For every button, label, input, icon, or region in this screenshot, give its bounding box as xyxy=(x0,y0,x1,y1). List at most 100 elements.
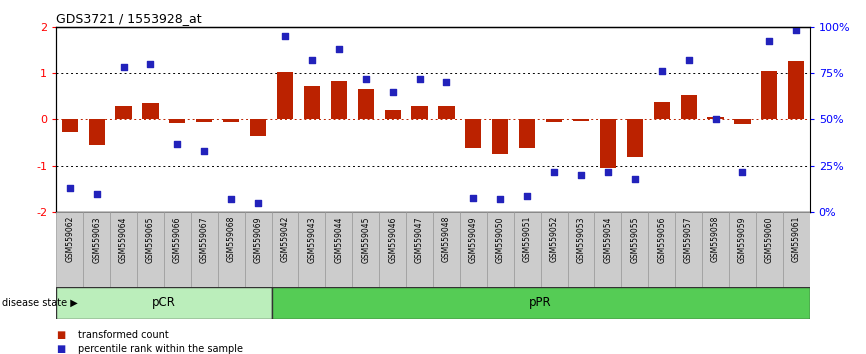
Point xyxy=(655,68,669,74)
Point xyxy=(412,76,426,81)
Bar xyxy=(702,212,729,287)
Text: GSM559045: GSM559045 xyxy=(361,216,371,263)
Bar xyxy=(385,110,401,120)
Bar xyxy=(142,103,158,120)
Text: GSM559066: GSM559066 xyxy=(173,216,182,263)
Point xyxy=(789,28,803,33)
Bar xyxy=(352,212,379,287)
Point xyxy=(440,80,454,85)
Text: GSM559063: GSM559063 xyxy=(92,216,101,263)
Bar xyxy=(191,212,217,287)
Bar xyxy=(756,212,783,287)
Bar xyxy=(729,212,756,287)
Bar xyxy=(250,120,266,136)
Text: GSM559051: GSM559051 xyxy=(523,216,532,263)
Bar xyxy=(379,212,406,287)
Point xyxy=(385,89,399,95)
Bar xyxy=(681,95,697,120)
Text: pCR: pCR xyxy=(152,296,176,309)
Bar xyxy=(115,107,132,120)
Bar xyxy=(217,212,245,287)
Bar xyxy=(734,120,751,124)
Bar xyxy=(223,120,239,122)
Point xyxy=(63,185,77,191)
Bar xyxy=(331,81,347,120)
Text: GSM559043: GSM559043 xyxy=(307,216,316,263)
Bar xyxy=(649,212,675,287)
Text: GSM559042: GSM559042 xyxy=(281,216,289,263)
Bar xyxy=(411,107,428,120)
Bar xyxy=(627,120,643,157)
Bar xyxy=(197,120,212,122)
Text: GSM559048: GSM559048 xyxy=(442,216,451,263)
Point xyxy=(359,76,372,81)
Bar xyxy=(594,212,621,287)
Point xyxy=(708,117,722,122)
Text: pPR: pPR xyxy=(529,296,552,309)
Text: GSM559055: GSM559055 xyxy=(630,216,639,263)
Bar xyxy=(56,212,83,287)
Text: GSM559065: GSM559065 xyxy=(146,216,155,263)
Point xyxy=(144,61,158,67)
Bar xyxy=(406,212,433,287)
Point xyxy=(171,141,184,147)
Bar xyxy=(788,61,805,120)
Text: GDS3721 / 1553928_at: GDS3721 / 1553928_at xyxy=(56,12,202,25)
Text: GSM559044: GSM559044 xyxy=(334,216,343,263)
Text: GSM559047: GSM559047 xyxy=(415,216,424,263)
Bar xyxy=(61,120,78,132)
Text: GSM559050: GSM559050 xyxy=(495,216,505,263)
Text: GSM559046: GSM559046 xyxy=(388,216,397,263)
Point xyxy=(494,196,507,202)
Point xyxy=(90,191,104,197)
Text: ■: ■ xyxy=(56,330,66,339)
Bar xyxy=(567,212,594,287)
Bar xyxy=(56,287,272,319)
Point xyxy=(735,169,749,175)
Text: GSM559052: GSM559052 xyxy=(550,216,559,263)
Bar xyxy=(465,120,481,148)
Bar xyxy=(164,212,191,287)
Point xyxy=(332,46,346,52)
Text: GSM559059: GSM559059 xyxy=(738,216,747,263)
Bar xyxy=(514,212,540,287)
Text: GSM559058: GSM559058 xyxy=(711,216,720,263)
Text: GSM559062: GSM559062 xyxy=(65,216,74,263)
Text: GSM559057: GSM559057 xyxy=(684,216,693,263)
Bar xyxy=(433,212,460,287)
Text: GSM559054: GSM559054 xyxy=(604,216,612,263)
Point xyxy=(547,169,561,175)
Point xyxy=(762,39,776,44)
Text: transformed count: transformed count xyxy=(78,330,169,339)
Point xyxy=(305,57,319,63)
Point xyxy=(224,196,238,202)
Point xyxy=(278,33,292,39)
Bar xyxy=(299,212,326,287)
Text: percentile rank within the sample: percentile rank within the sample xyxy=(78,344,243,354)
Text: disease state ▶: disease state ▶ xyxy=(2,298,77,308)
Bar xyxy=(272,287,810,319)
Bar xyxy=(245,212,272,287)
Bar xyxy=(519,120,535,148)
Bar xyxy=(492,120,508,154)
Bar xyxy=(88,120,105,145)
Point xyxy=(520,193,534,199)
Bar xyxy=(622,212,649,287)
Text: GSM559049: GSM559049 xyxy=(469,216,478,263)
Bar xyxy=(326,212,352,287)
Text: GSM559053: GSM559053 xyxy=(577,216,585,263)
Bar xyxy=(272,212,299,287)
Point xyxy=(682,57,695,63)
Text: GSM559064: GSM559064 xyxy=(119,216,128,263)
Point xyxy=(574,172,588,178)
Bar xyxy=(110,212,137,287)
Point xyxy=(251,200,265,206)
Bar xyxy=(460,212,487,287)
Bar xyxy=(761,71,778,120)
Bar xyxy=(573,120,589,121)
Bar xyxy=(358,89,374,120)
Text: GSM559056: GSM559056 xyxy=(657,216,666,263)
Bar xyxy=(277,72,293,120)
Point xyxy=(628,176,642,182)
Bar xyxy=(438,105,455,120)
